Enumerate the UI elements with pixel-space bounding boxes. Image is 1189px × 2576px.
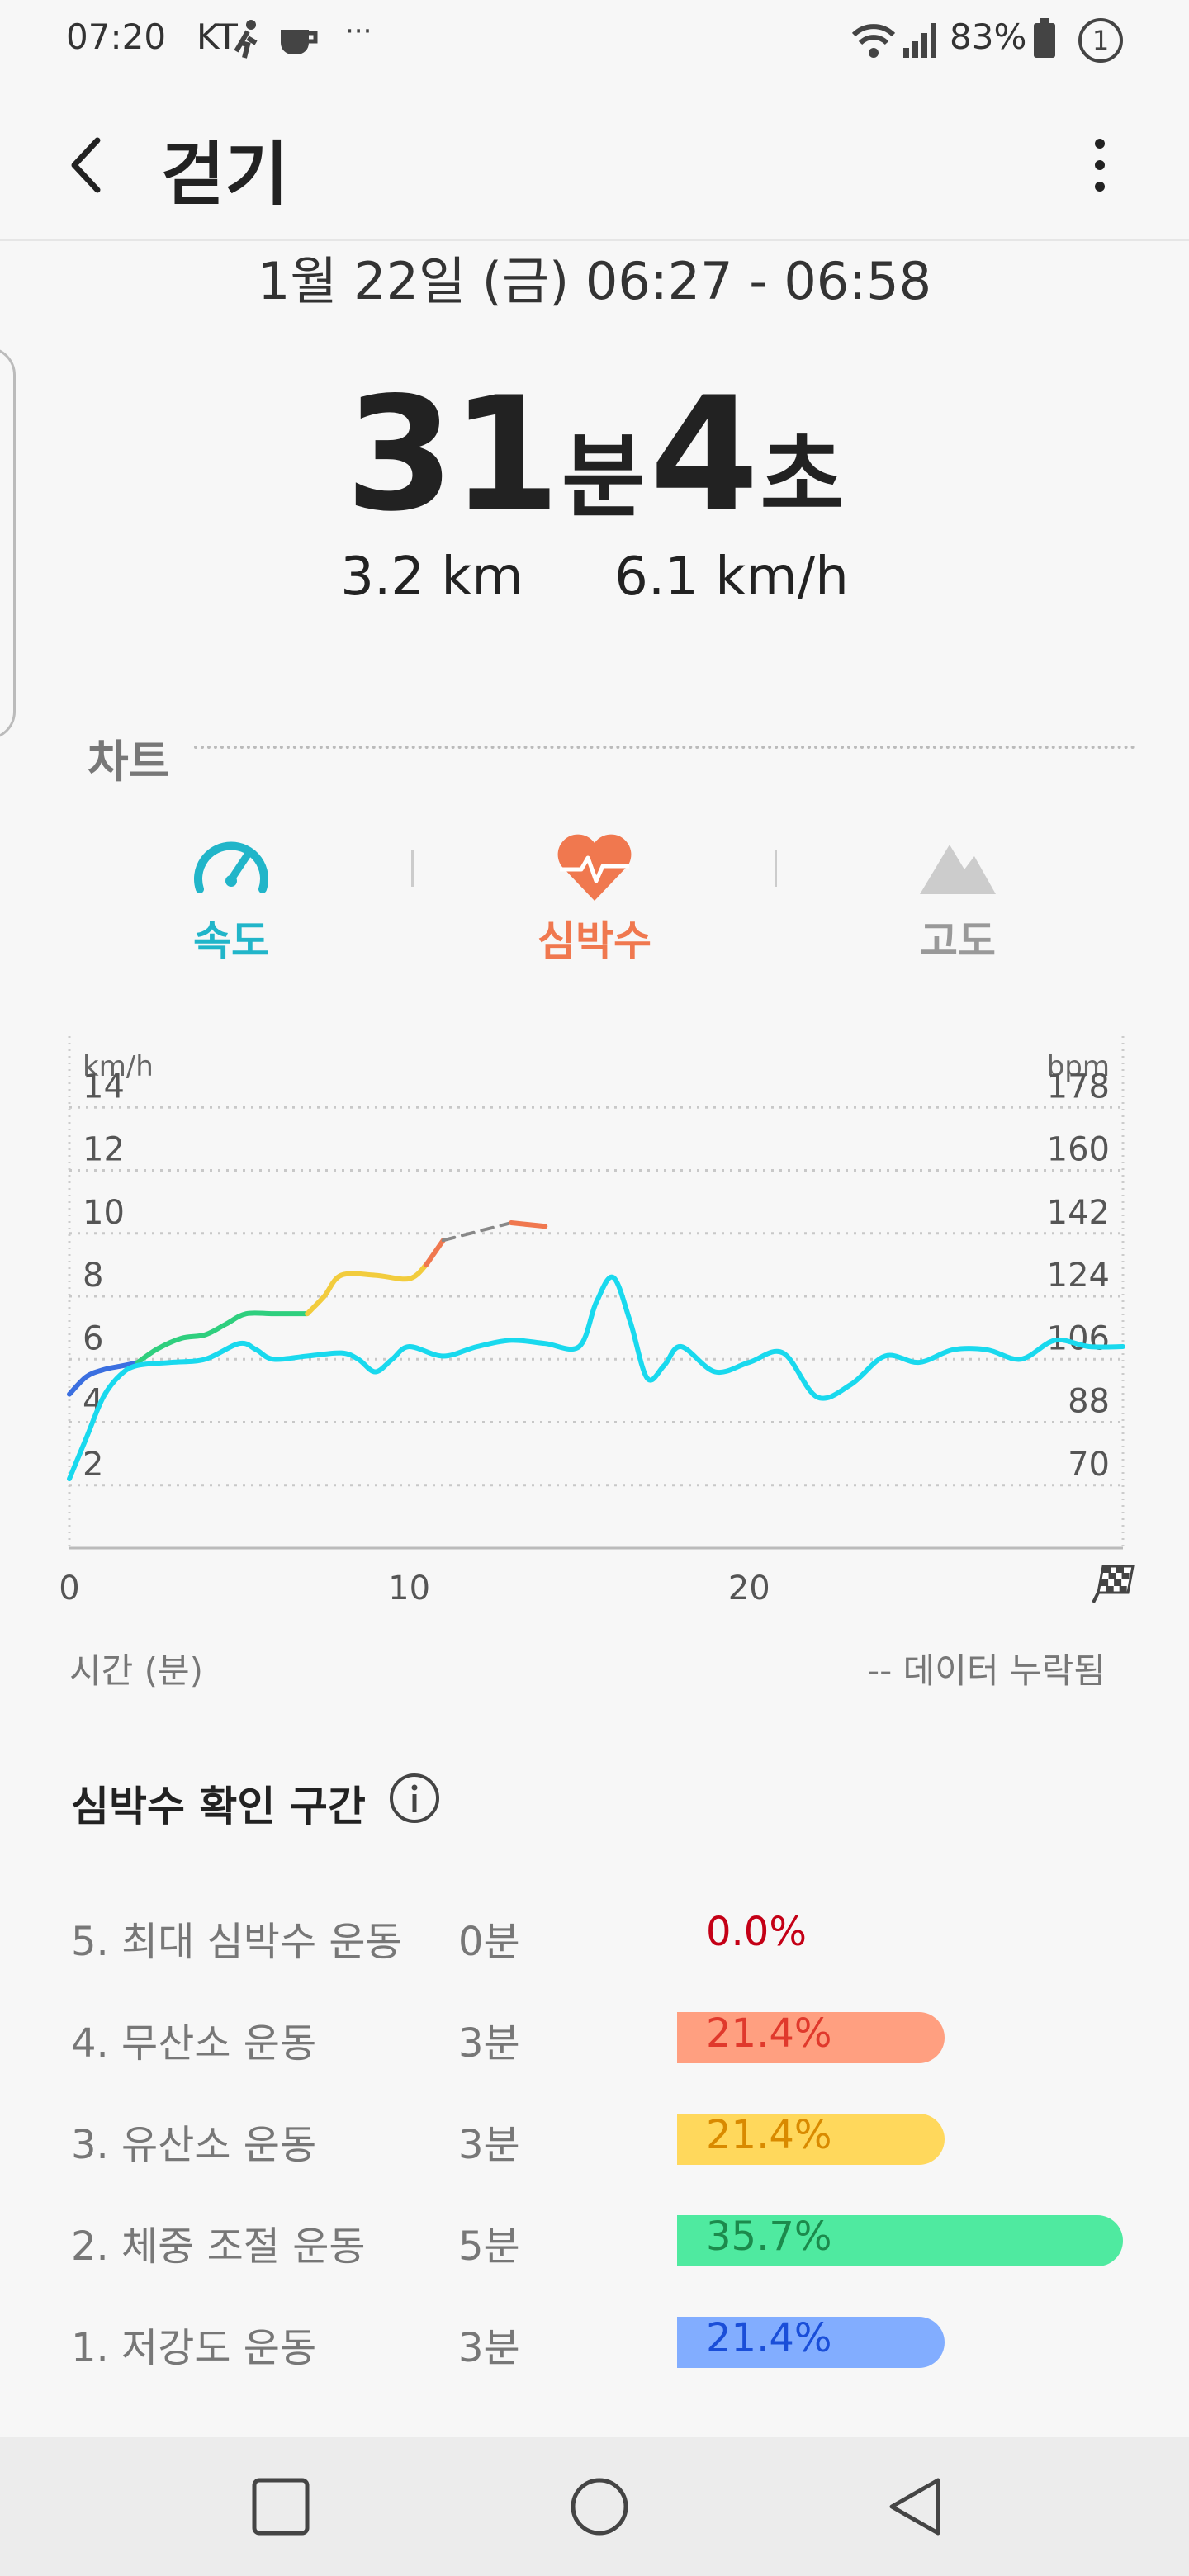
tab-speed-label: 속도 [193,917,269,965]
battery-percent: 83% [950,17,1027,57]
back-button[interactable] [50,124,132,206]
zone-row: 4. 무산소 운동 3분 21.4% [0,2004,1189,2070]
app-bar: 걷기 [0,91,1189,241]
zone-percent: 21.4% [706,2010,832,2057]
y-left-tick: 8 [83,1257,103,1295]
y-left-unit: km/h [83,1050,154,1083]
distance-value: 3.2 km [340,547,523,608]
navigation-bar [0,2437,1189,2576]
zone-minutes: 3분 [458,2020,520,2067]
status-time: 07:20 [66,17,167,57]
y-left-tick: 14 [83,1068,125,1106]
zone-percent: 21.4% [706,2315,832,2361]
zone-bar [677,2317,945,2368]
y-right-tick: 142 [1047,1194,1110,1232]
zone-percent: 0.0% [706,1909,807,1955]
tab-altitude[interactable]: 고도 [834,830,1082,970]
info-circle-icon[interactable] [388,1772,441,1825]
y-left-tick: 10 [83,1194,125,1232]
y-left-tick: 12 [83,1131,125,1169]
chevron-left-icon [71,137,101,193]
zone-percent: 35.7% [706,2214,832,2260]
heart-rate-missing-segment [441,1221,514,1243]
mountain-icon [920,845,996,894]
status-carrier: KT [197,17,238,57]
zone-minutes: 0분 [458,1919,520,1965]
zone-name: 3. 유산소 운동 [71,2122,317,2168]
tab-speed[interactable]: 속도 [107,830,355,970]
heart-rate-line-segment [135,1310,310,1366]
y-right-unit: bpm [1047,1050,1110,1083]
heart-rate-line-segment [67,1360,140,1397]
missing-data-legend: -- 데이터 누락됨 [867,1650,1106,1691]
status-overflow: ··· [345,15,372,48]
y-right-tick: 70 [1068,1446,1110,1484]
duration-minutes-unit: 분 [561,424,646,530]
zone-bar [677,2012,945,2063]
tab-divider [775,850,777,887]
zone-row: 1. 저강도 운동 3분 21.4% [0,2308,1189,2375]
stats-row: 3.2 km 6.1 km/h [0,547,1189,608]
zone-bar [677,2215,1123,2266]
time-axis-label: 시간 (분) [69,1650,204,1691]
zone-name: 5. 최대 심박수 운동 [71,1919,402,1965]
tab-divider [411,850,414,887]
zone-minutes: 3분 [458,2122,520,2168]
page-title: 걷기 [161,134,289,215]
heart-rate-line-segment [424,1238,446,1267]
y-right-tick: 124 [1047,1257,1110,1295]
speed-value: 6.1 km/h [614,547,849,608]
coffee-icon [281,30,318,54]
more-options-button[interactable] [1065,124,1131,206]
duration-minutes: 31 [345,363,560,546]
y-right-tick: 160 [1047,1131,1110,1169]
back-triangle-icon[interactable] [883,2474,950,2540]
tab-heart-rate-label: 심박수 [538,917,651,965]
x-tick: 10 [388,1570,430,1606]
wifi-icon [851,24,896,58]
tab-heart-rate[interactable]: 심박수 [471,830,718,970]
zone-bar [677,2114,945,2165]
zone-name: 2. 체중 조절 운동 [71,2223,366,2270]
zone-name: 1. 저강도 운동 [71,2325,317,2371]
home-icon[interactable] [566,2474,632,2540]
zone-minutes: 3분 [458,2325,520,2371]
tab-altitude-label: 고도 [920,917,996,965]
y-right-tick: 88 [1068,1383,1110,1421]
zones-title: 심박수 확인 구간 [71,1783,366,1830]
status-bar: 07:20 KT ··· 83% 1 [0,0,1189,79]
checkered-flag-icon [1092,1565,1135,1603]
section-divider [194,746,1135,749]
x-tick: 0 [59,1570,79,1606]
battery-icon [1034,18,1055,58]
heart-rate-line-segment [509,1220,548,1229]
walking-figure-icon [234,20,258,59]
zone-row: 3. 유산소 운동 3분 21.4% [0,2105,1189,2171]
recent-apps-icon[interactable] [248,2474,314,2540]
heart-rate-icon [557,834,632,901]
y-left-tick: 2 [83,1446,103,1484]
zone-percent: 21.4% [706,2112,832,2158]
zone-row: 5. 최대 심박수 운동 0분 0.0% [0,1902,1189,1968]
duration-seconds-unit: 초 [760,424,844,530]
chart-section-title: 차트 [88,736,170,788]
zone-name: 4. 무산소 운동 [71,2020,317,2067]
zone-row: 2. 체중 조절 운동 5분 35.7% [0,2207,1189,2273]
speedometer-icon [194,841,268,893]
y-left-tick: 6 [83,1319,103,1357]
heart-rate-line-segment [305,1262,429,1317]
duration: 31 분 4 초 [0,363,1189,546]
y-right-tick: 178 [1047,1068,1110,1106]
duration-seconds: 4 [649,363,759,546]
speed-line [67,1274,1125,1482]
x-tick: 20 [728,1570,770,1606]
zone-minutes: 5분 [458,2223,520,2270]
workout-datetime: 1월 22일 (금) 06:27 - 06:58 [257,251,932,311]
notification-count-badge: 1 [1078,18,1123,63]
signal-icon [903,23,936,58]
